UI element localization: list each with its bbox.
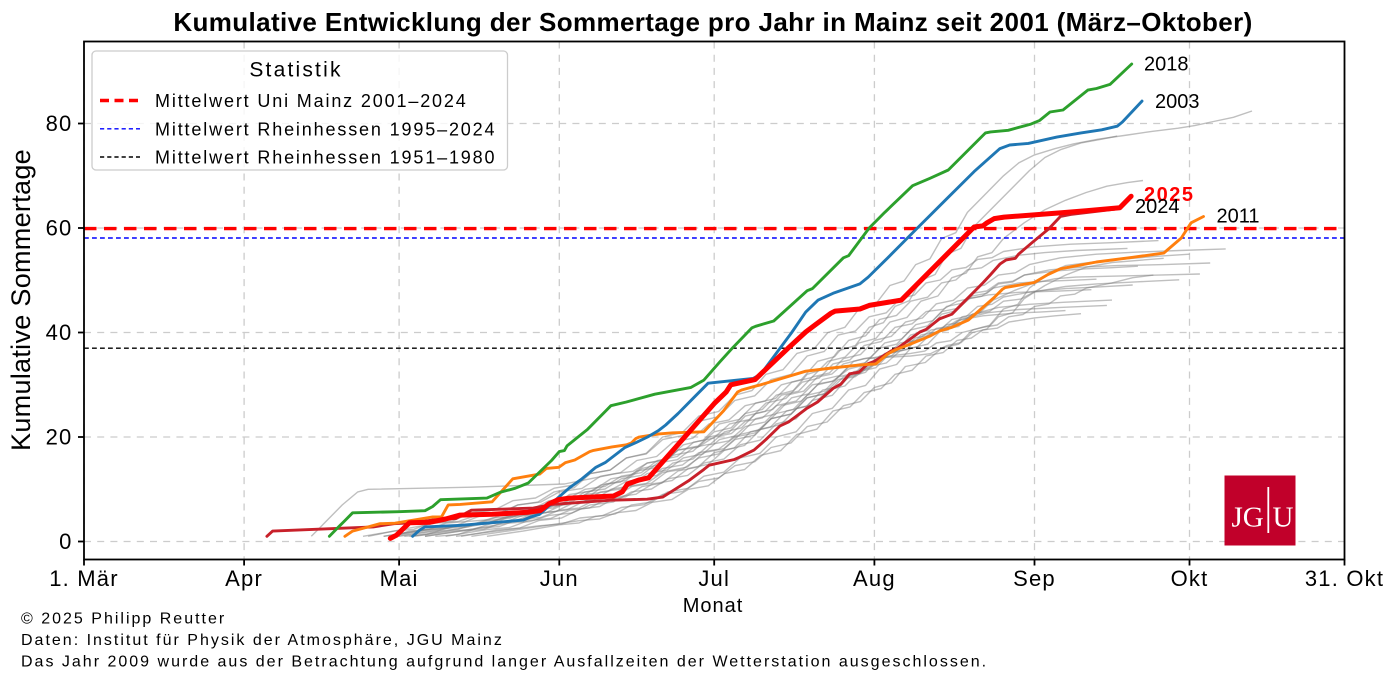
svg-text:Aug: Aug: [853, 566, 896, 591]
svg-text:0: 0: [59, 529, 72, 554]
svg-text:Mai: Mai: [380, 566, 419, 591]
svg-text:Apr: Apr: [225, 566, 263, 591]
svg-text:31. Okt: 31. Okt: [1305, 566, 1384, 591]
svg-text:Mittelwert Uni Mainz 2001–2024: Mittelwert Uni Mainz 2001–2024: [155, 91, 468, 111]
svg-text:40: 40: [46, 320, 73, 345]
svg-text:80: 80: [46, 111, 73, 136]
svg-text:20: 20: [46, 425, 73, 450]
svg-text:JG: JG: [1232, 502, 1264, 534]
svg-text:2003: 2003: [1155, 91, 1200, 113]
svg-text:2025: 2025: [1144, 184, 1195, 206]
svg-text:Okt: Okt: [1171, 566, 1209, 591]
svg-text:Mittelwert Rheinhessen 1995–20: Mittelwert Rheinhessen 1995–2024: [155, 119, 496, 139]
svg-text:Daten: Institut für Physik der: Daten: Institut für Physik der Atmosphär…: [21, 632, 504, 649]
svg-text:2024: 2024: [1135, 196, 1180, 218]
svg-text:Statistik: Statistik: [249, 59, 342, 82]
svg-text:Kumulative Sommertage: Kumulative Sommertage: [6, 149, 36, 451]
svg-text:Jul: Jul: [698, 566, 730, 591]
svg-text:60: 60: [46, 216, 73, 241]
svg-text:Kumulative Entwicklung der Som: Kumulative Entwicklung der Sommertage pr…: [173, 7, 1252, 37]
svg-text:2018: 2018: [1144, 54, 1189, 76]
svg-text:Sep: Sep: [1013, 566, 1056, 591]
svg-text:Das Jahr 2009 wurde aus der Be: Das Jahr 2009 wurde aus der Betrachtung …: [21, 654, 988, 671]
svg-text:Monat: Monat: [683, 595, 744, 617]
svg-text:1. Mär: 1. Mär: [49, 566, 119, 591]
svg-text:2011: 2011: [1217, 206, 1260, 228]
svg-text:Jun: Jun: [540, 566, 579, 591]
svg-text:U: U: [1273, 502, 1294, 534]
svg-text:© 2025 Philipp Reutter: © 2025 Philipp Reutter: [21, 611, 226, 628]
svg-text:Mittelwert Rheinhessen 1951–19: Mittelwert Rheinhessen 1951–1980: [155, 148, 496, 168]
